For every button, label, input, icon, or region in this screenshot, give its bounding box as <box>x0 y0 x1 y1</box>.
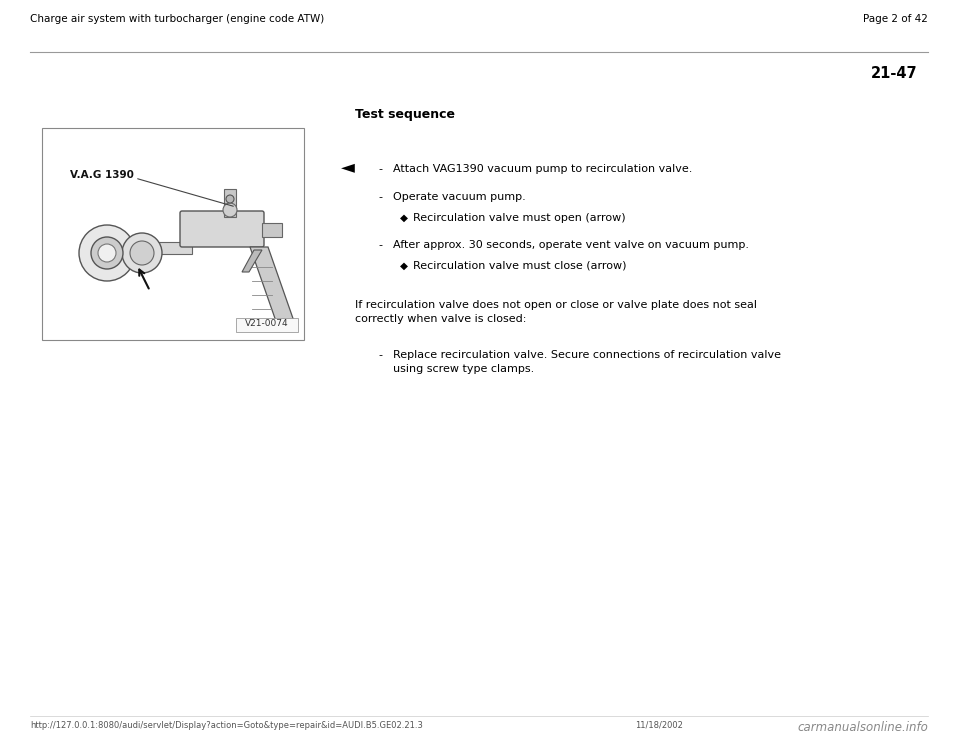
Text: -: - <box>378 240 382 250</box>
Circle shape <box>79 225 135 281</box>
Text: If recirculation valve does not open or close or valve plate does not seal: If recirculation valve does not open or … <box>355 300 757 310</box>
Bar <box>125 242 192 254</box>
Text: 11/18/2002: 11/18/2002 <box>635 721 683 730</box>
Polygon shape <box>242 250 262 272</box>
Text: -: - <box>378 164 382 174</box>
Text: ◆: ◆ <box>400 213 408 223</box>
Circle shape <box>98 244 116 262</box>
Text: V21-0074: V21-0074 <box>245 319 289 328</box>
Text: correctly when valve is closed:: correctly when valve is closed: <box>355 314 526 324</box>
Text: -: - <box>378 192 382 202</box>
Circle shape <box>223 203 237 217</box>
Bar <box>236 318 298 332</box>
Text: using screw type clamps.: using screw type clamps. <box>393 364 535 374</box>
Polygon shape <box>250 247 296 327</box>
Circle shape <box>122 233 162 273</box>
Text: Operate vacuum pump.: Operate vacuum pump. <box>393 192 526 202</box>
Circle shape <box>226 195 234 203</box>
FancyBboxPatch shape <box>180 211 264 247</box>
Bar <box>262 223 282 237</box>
Text: Recirculation valve must close (arrow): Recirculation valve must close (arrow) <box>413 261 627 271</box>
Text: Test sequence: Test sequence <box>355 108 455 121</box>
Text: ◆: ◆ <box>400 261 408 271</box>
Text: Recirculation valve must open (arrow): Recirculation valve must open (arrow) <box>413 213 626 223</box>
Text: V.A.G 1390: V.A.G 1390 <box>70 170 133 180</box>
Text: carmanualsonline.info: carmanualsonline.info <box>797 721 928 734</box>
Text: Replace recirculation valve. Secure connections of recirculation valve: Replace recirculation valve. Secure conn… <box>393 350 781 360</box>
Text: -: - <box>378 350 382 360</box>
Bar <box>224 189 236 217</box>
Circle shape <box>130 241 154 265</box>
Text: Attach VAG1390 vacuum pump to recirculation valve.: Attach VAG1390 vacuum pump to recirculat… <box>393 164 692 174</box>
Text: Page 2 of 42: Page 2 of 42 <box>863 14 928 24</box>
Text: 21-47: 21-47 <box>872 66 918 81</box>
Circle shape <box>91 237 123 269</box>
Text: http://127.0.0.1:8080/audi/servlet/Display?action=Goto&type=repair&id=AUDI.B5.GE: http://127.0.0.1:8080/audi/servlet/Displ… <box>30 721 422 730</box>
Bar <box>42 128 304 340</box>
Text: ◄: ◄ <box>341 158 355 176</box>
Text: After approx. 30 seconds, operate vent valve on vacuum pump.: After approx. 30 seconds, operate vent v… <box>393 240 749 250</box>
Text: Charge air system with turbocharger (engine code ATW): Charge air system with turbocharger (eng… <box>30 14 324 24</box>
